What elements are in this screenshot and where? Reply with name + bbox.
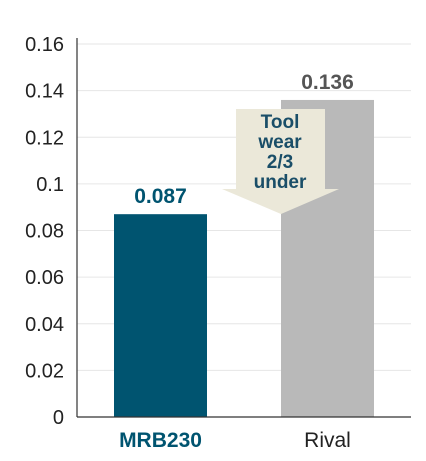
bar-mrb230	[114, 214, 207, 417]
y-axis-tick-labels: 0 0.02 0.04 0.06 0.08 0.1 0.12 0.14 0.16	[25, 34, 64, 429]
category-labels: MRB230 Rival	[119, 429, 351, 452]
category-label-rival: Rival	[304, 429, 351, 452]
callout-line-1: Tool	[261, 112, 300, 133]
value-label-rival: 0.136	[301, 71, 354, 94]
value-label-mrb230: 0.087	[134, 185, 187, 208]
callout-arrow-shape	[222, 109, 339, 214]
value-labels: 0.087 0.136	[134, 71, 354, 208]
y-tick-label: 0.14	[25, 81, 64, 103]
category-label-mrb230: MRB230	[119, 429, 202, 452]
y-tick-label: 0.08	[25, 221, 64, 243]
y-tick-label: 0.16	[25, 34, 64, 56]
y-tick-label: 0	[53, 407, 64, 429]
y-tick-label: 0.02	[25, 360, 64, 382]
callout-line-2: wear	[257, 132, 302, 153]
y-tick-label: 0.06	[25, 267, 64, 289]
y-tick-label: 0.1	[36, 174, 64, 196]
callout-line-3: 2/3	[267, 152, 293, 173]
tool-wear-callout: Tool wear 2/3 under	[222, 109, 339, 214]
callout-line-4: under	[254, 172, 307, 193]
y-tick-label: 0.12	[25, 127, 64, 149]
y-tick-label: 0.04	[25, 314, 64, 336]
